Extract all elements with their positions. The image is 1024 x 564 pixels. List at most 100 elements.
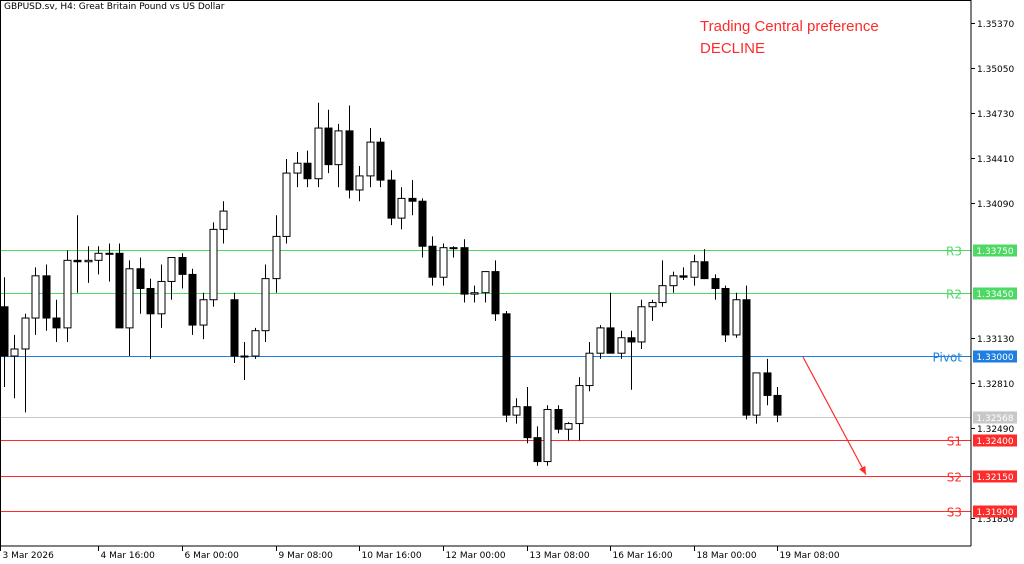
- candle: [105, 243, 114, 282]
- level-price-label: 1.32400: [976, 437, 1013, 447]
- candle: [21, 313, 30, 413]
- candle: [63, 250, 72, 342]
- candle: [42, 264, 51, 331]
- candle-body-bear: [428, 245, 437, 278]
- candle-body-bull: [637, 306, 646, 343]
- candle-body-bull: [282, 172, 291, 237]
- candle-body-bull: [617, 337, 626, 354]
- level-price-label: 1.33450: [976, 290, 1013, 300]
- level-name-r2: R2: [946, 288, 962, 302]
- candle: [648, 299, 657, 321]
- candle: [742, 285, 751, 420]
- candle: [52, 299, 61, 342]
- candle-body-bear: [502, 313, 511, 416]
- candle-body-bull: [690, 261, 699, 278]
- candle-body-bear: [324, 127, 333, 166]
- candle: [617, 330, 626, 359]
- trading-central-preference: Trading Central preference DECLINE: [700, 16, 879, 60]
- x-tick-label: 3 Mar 2026: [3, 551, 55, 561]
- candle: [690, 254, 699, 286]
- candle: [84, 246, 93, 283]
- level-price-badge: [973, 244, 1017, 257]
- candle-body-bear: [73, 259, 82, 263]
- candle-body-bear: [742, 299, 751, 416]
- candle: [700, 249, 709, 280]
- candle-body-bear: [115, 252, 124, 329]
- candle-body-bull: [314, 127, 323, 180]
- candle: [481, 271, 490, 303]
- x-tick-label: 9 Mar 08:00: [279, 551, 334, 561]
- candle-body-bear: [711, 278, 720, 289]
- candle: [397, 187, 406, 230]
- candle-body-bull: [293, 162, 302, 174]
- candle: [219, 201, 228, 244]
- candle: [73, 215, 82, 293]
- candle-body-bull: [157, 280, 166, 315]
- candle: [752, 372, 761, 424]
- candle: [637, 299, 646, 349]
- candle-body-bear: [773, 394, 782, 416]
- candle: [157, 264, 166, 328]
- candle-body-bear: [606, 327, 615, 354]
- candle-body-bull: [272, 235, 281, 280]
- candle: [658, 260, 667, 307]
- candle-body-bear: [146, 287, 155, 315]
- candle: [575, 377, 584, 441]
- candle: [355, 166, 364, 202]
- level-name-s1: S1: [947, 435, 962, 449]
- candle: [428, 236, 437, 286]
- candle-body-bull: [470, 292, 479, 295]
- candle: [773, 386, 782, 423]
- candle: [334, 123, 343, 188]
- x-tick-label: 13 Mar 08:00: [530, 551, 590, 561]
- candle: [209, 222, 218, 307]
- candle: [188, 268, 197, 335]
- x-tick-label: 6 Mar 00:00: [185, 551, 240, 561]
- candle: [669, 271, 678, 293]
- preference-label: Trading Central preference: [700, 18, 879, 35]
- level-name-s2: S2: [947, 471, 962, 485]
- candle-body-bear: [230, 299, 239, 357]
- y-tick-label: 1.35370: [977, 20, 1014, 30]
- x-tick-label: 4 Mar 16:00: [101, 551, 156, 561]
- current-price-label: 1.32568: [976, 414, 1013, 424]
- preference-value: DECLINE: [700, 40, 766, 57]
- candle-body-bull: [199, 299, 208, 326]
- candle: [721, 285, 730, 342]
- y-tick-label: 1.35050: [977, 65, 1014, 75]
- x-tick-label: 16 Mar 16:00: [613, 551, 673, 561]
- candle: [314, 102, 323, 188]
- candle: [230, 292, 239, 364]
- candle: [627, 330, 636, 390]
- candle-body-bear: [533, 437, 542, 463]
- candle: [136, 257, 145, 314]
- y-tick-label: 1.34730: [977, 110, 1014, 120]
- candle: [512, 398, 521, 424]
- candle-body-bear: [408, 197, 417, 202]
- candle: [502, 310, 511, 423]
- current-price-badge: [973, 411, 1017, 424]
- level-name-pivot: Pivot: [933, 351, 963, 365]
- candle: [31, 267, 40, 335]
- candle-body-bear: [136, 268, 145, 289]
- candle-body-bear: [303, 162, 312, 180]
- level-price-label: 1.32150: [976, 473, 1013, 483]
- candle: [261, 264, 270, 342]
- candle: [115, 243, 124, 329]
- candle-body-bull: [10, 348, 19, 357]
- forecast-arrow-head: [859, 465, 866, 475]
- candle: [449, 246, 458, 258]
- y-tick-label: 1.31850: [977, 515, 1014, 525]
- level-price-label: 1.31900: [976, 508, 1013, 518]
- candle: [178, 253, 187, 289]
- candle: [324, 109, 333, 174]
- candle-body-bull: [21, 317, 30, 350]
- candle-body-bull: [125, 268, 134, 329]
- candle: [240, 341, 249, 380]
- level-price-label: 1.33000: [976, 353, 1013, 363]
- candle-body-bear: [460, 247, 469, 295]
- candle-body-bull: [167, 257, 176, 282]
- level-price-badge: [973, 350, 1017, 363]
- candle-body-bear: [345, 130, 354, 191]
